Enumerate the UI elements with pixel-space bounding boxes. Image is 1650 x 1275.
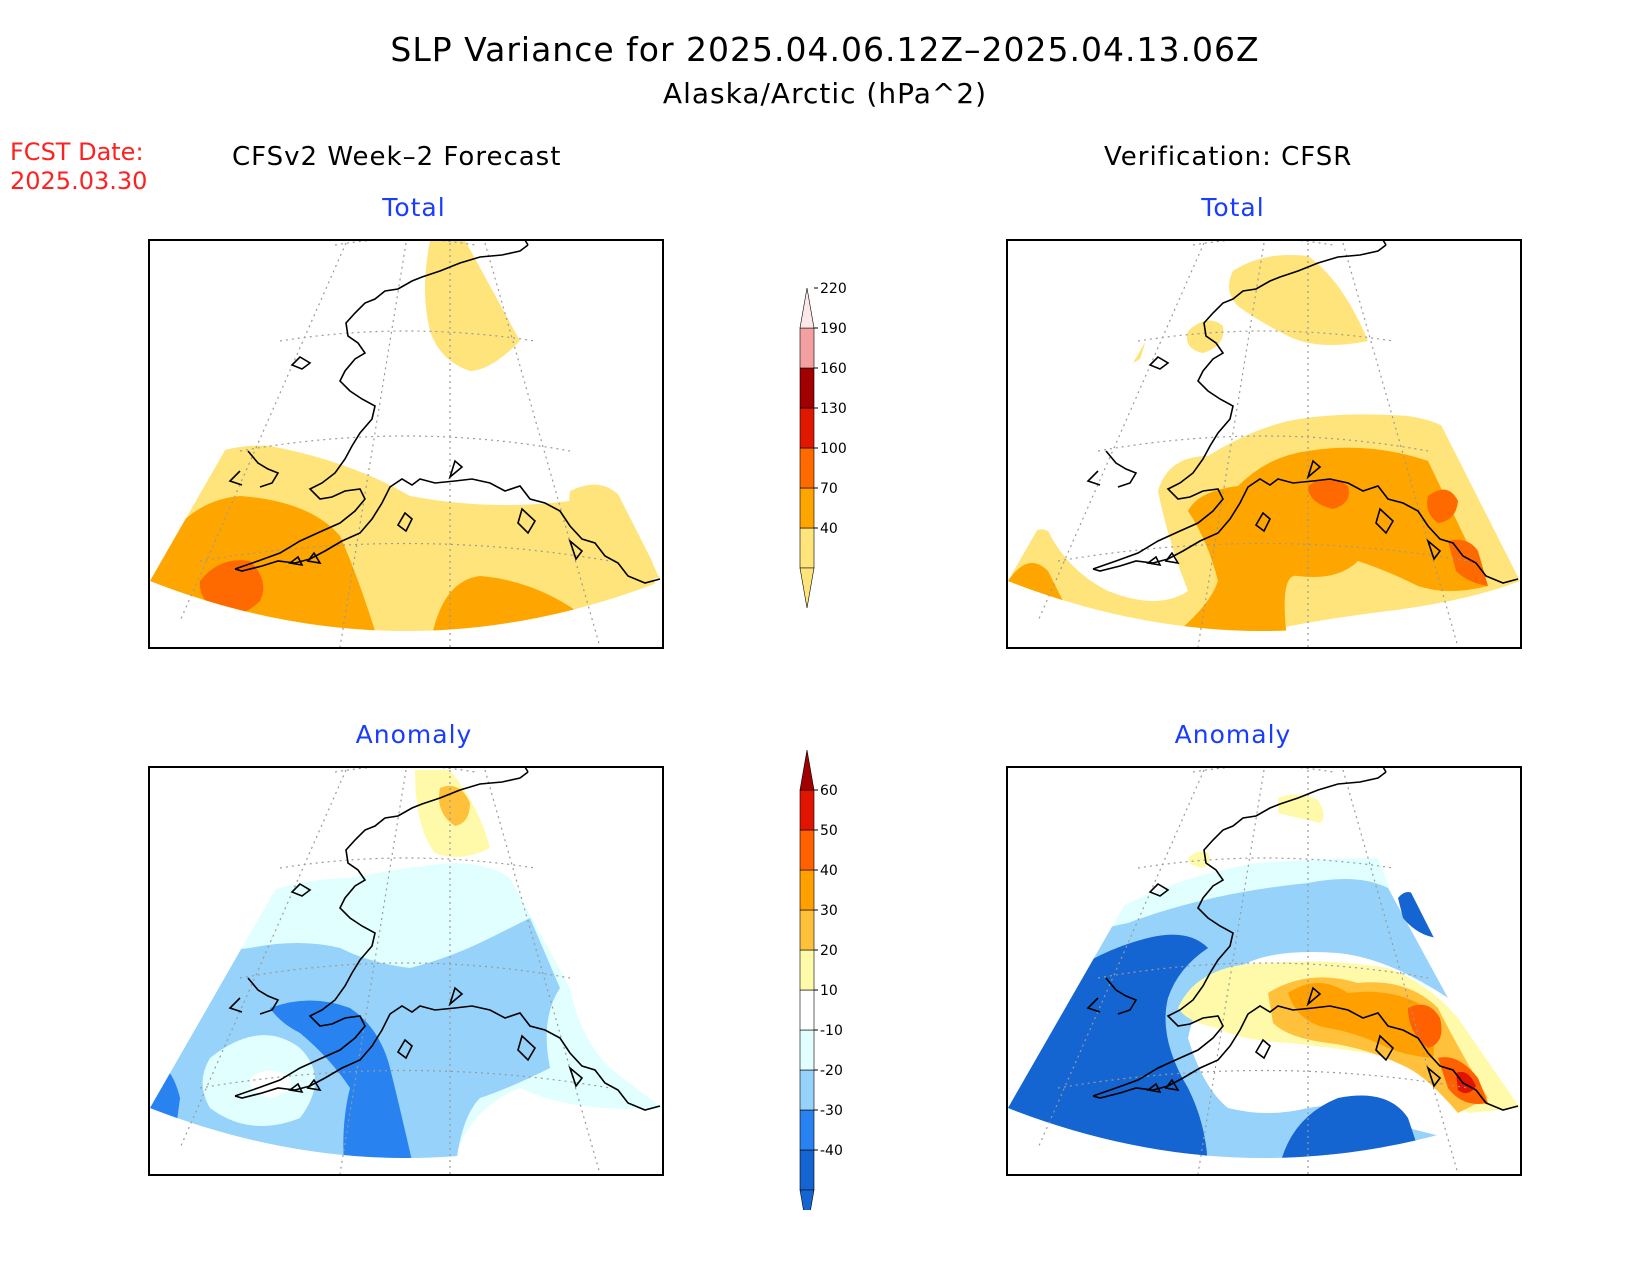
forecast-anomaly-title: Anomaly <box>355 720 473 749</box>
colorbar-anomaly-boxes <box>799 750 815 1210</box>
forecast-total-title: Total <box>382 193 446 222</box>
colorbar-swatch <box>799 869 815 911</box>
colorbar-tick-label: 130 <box>820 401 847 417</box>
colorbar-swatch <box>799 829 815 871</box>
colorbar-swatch <box>799 527 815 569</box>
colorbar-tick-label: -20 <box>820 1063 843 1079</box>
colorbar-tick-label: 60 <box>820 783 838 799</box>
colorbar-tick-label: 30 <box>820 903 838 919</box>
colorbar-tick-label: 10 <box>820 983 838 999</box>
colorbar-total-boxes <box>799 287 815 608</box>
main-title: SLP Variance for 2025.04.06.12Z–2025.04.… <box>390 30 1260 69</box>
colorbar-total: 40 70 100 130 160 190 220 <box>799 281 847 608</box>
colorbar-cap-top <box>799 750 815 791</box>
colorbar-swatch <box>799 367 815 409</box>
colorbar-tick-label: 160 <box>820 361 847 377</box>
colorbar-tick-label: 70 <box>820 481 838 497</box>
colorbar-swatch <box>799 447 815 489</box>
colorbar-tick-label: 100 <box>820 441 847 457</box>
colorbar-tick-label: 220 <box>820 281 847 297</box>
colorbar-tick-label: 40 <box>820 521 838 537</box>
forecast-column-heading: CFSv2 Week–2 Forecast <box>232 142 562 172</box>
colorbar-swatch <box>799 1149 815 1191</box>
colorbar-swatch <box>799 407 815 449</box>
colorbar-tick-label: -40 <box>820 1143 843 1159</box>
colorbar-swatch <box>799 989 815 1031</box>
colorbar-tick-label: -10 <box>820 1023 843 1039</box>
colorbar-total-labels: 40 70 100 130 160 190 220 <box>814 281 847 537</box>
colorbar-tick-label: 40 <box>820 863 838 879</box>
main-subtitle: Alaska/Arctic (hPa^2) <box>662 77 988 110</box>
colorbar-anomaly-labels: -40 -30 -20 -10 10 20 30 40 50 60 <box>814 783 843 1159</box>
colorbar-anomaly: -40 -30 -20 -10 10 20 30 40 50 60 <box>799 750 843 1210</box>
colorbar-tick-label: 190 <box>820 321 847 337</box>
colorbar-tick-label: -30 <box>820 1103 843 1119</box>
colorbar-cap-bottom <box>799 567 815 608</box>
fcst-date: FCST Date: 2025.03.30 <box>10 138 147 196</box>
colorbar-swatch <box>799 1109 815 1151</box>
colorbar-swatch <box>799 327 815 369</box>
colorbar-swatch <box>799 789 815 831</box>
colorbar-swatch <box>799 487 815 529</box>
verification-column-heading: Verification: CFSR <box>1104 142 1353 172</box>
map-panel-forecast-total <box>148 239 664 649</box>
fcst-date-label: FCST Date: <box>10 138 144 166</box>
colorbar-swatch <box>799 1069 815 1111</box>
colorbar-tick-label: 50 <box>820 823 838 839</box>
map-panel-forecast-anomaly <box>148 766 664 1176</box>
colorbar-swatch <box>799 1029 815 1071</box>
colorbar-swatch <box>799 909 815 951</box>
fcst-date-value: 2025.03.30 <box>10 167 148 195</box>
map-panel-verification-total <box>1006 239 1522 649</box>
verification-total-title: Total <box>1201 193 1265 222</box>
colorbar-tick-label: 20 <box>820 943 838 959</box>
map-panel-verification-anomaly <box>1006 766 1522 1176</box>
colorbar-cap-bottom <box>799 1189 815 1210</box>
verification-anomaly-title: Anomaly <box>1174 720 1292 749</box>
colorbar-cap-top <box>799 287 815 329</box>
colorbar-swatch <box>799 949 815 991</box>
